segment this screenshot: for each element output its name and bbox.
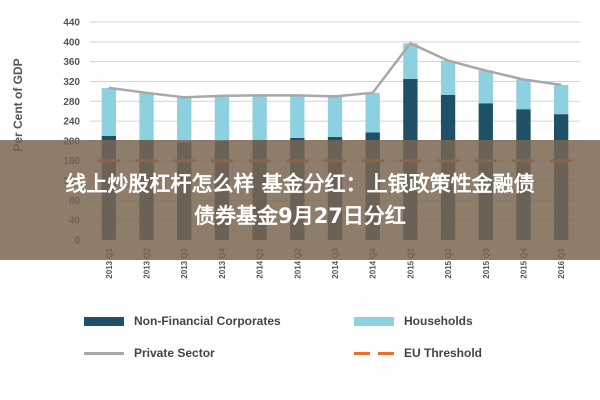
legend-item-households: Households — [354, 314, 473, 328]
bar-households — [365, 92, 380, 133]
bar-households — [101, 87, 117, 136]
bar-households — [403, 43, 418, 79]
legend: Non-Financial Corporates Households Priv… — [84, 308, 584, 368]
legend-swatch-households — [354, 316, 394, 326]
legend-item-private-sector: Private Sector — [84, 346, 215, 360]
headline-line-2: 债券基金9月27日分红 — [194, 204, 406, 228]
bar-households — [290, 95, 305, 138]
x-tick-label: 2015 Q3 — [482, 247, 491, 278]
bar-households — [139, 92, 154, 140]
y-tick-label: 240 — [63, 117, 80, 128]
x-tick-label: 2014 Q4 — [369, 247, 378, 278]
bar-households — [327, 96, 343, 137]
x-tick-label: 2015 Q4 — [519, 247, 528, 278]
legend-label-eu-threshold: EU Threshold — [404, 346, 483, 360]
x-tick-label: 2014 Q2 — [293, 247, 302, 278]
legend-item-eu-threshold: EU Threshold — [354, 346, 482, 360]
x-tick-label: 2013 Q2 — [143, 247, 152, 278]
bar-households — [440, 60, 456, 95]
line-private-sector — [108, 41, 562, 99]
y-axis-label: Per Cent of GDP — [11, 58, 25, 151]
x-tick-label: 2015 Q1 — [406, 247, 415, 278]
x-tick-label: 2016 Q1 — [557, 247, 566, 278]
y-tick-label: 400 — [63, 37, 80, 48]
legend-label-households: Households — [404, 314, 473, 328]
legend-label-non-financial-corporates: Non-Financial Corporates — [134, 314, 281, 328]
y-tick-label: 440 — [63, 18, 80, 29]
y-tick-label: 320 — [63, 77, 80, 88]
headline-banner: 线上炒股杠杆怎么样 基金分红：上银政策性金融债 债券基金9月27日分红 — [0, 140, 600, 260]
x-tick-label: 2013 Q3 — [180, 247, 189, 278]
legend-item-non-financial-corporates: Non-Financial Corporates — [84, 314, 281, 328]
y-tick-label: 280 — [63, 97, 80, 108]
legend-label-private-sector: Private Sector — [134, 346, 215, 360]
headline-line-1: 线上炒股杠杆怎么样 基金分红：上银政策性金融债 — [65, 172, 535, 196]
x-tick-label: 2013 Q1 — [105, 247, 114, 278]
x-tick-label: 2013 Q4 — [218, 247, 227, 278]
bar-households — [553, 84, 569, 115]
bar-households — [214, 95, 230, 141]
y-tick-label: 360 — [63, 57, 80, 68]
x-tick-label: 2015 Q2 — [444, 247, 453, 278]
x-tick-label: 2014 Q1 — [256, 247, 265, 278]
legend-swatch-eu-threshold — [354, 351, 394, 355]
legend-swatch-private-sector — [84, 351, 124, 355]
legend-swatch-non-financial-corporates — [84, 316, 124, 326]
bar-households — [252, 95, 267, 140]
x-tick-label: 2014 Q3 — [331, 247, 340, 278]
bar-households — [516, 79, 531, 110]
bar-households — [177, 97, 192, 143]
bar-households — [478, 70, 493, 104]
